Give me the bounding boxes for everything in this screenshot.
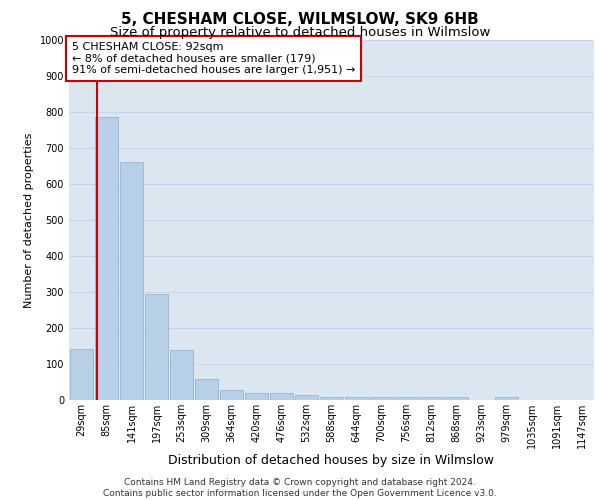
Bar bbox=[344, 397, 368, 400]
Text: 5, CHESHAM CLOSE, WILMSLOW, SK9 6HB: 5, CHESHAM CLOSE, WILMSLOW, SK9 6HB bbox=[121, 12, 479, 28]
Text: 5 CHESHAM CLOSE: 92sqm
← 8% of detached houses are smaller (179)
91% of semi-det: 5 CHESHAM CLOSE: 92sqm ← 8% of detached … bbox=[71, 42, 355, 75]
Bar bbox=[395, 397, 418, 400]
Text: Contains HM Land Registry data © Crown copyright and database right 2024.
Contai: Contains HM Land Registry data © Crown c… bbox=[103, 478, 497, 498]
Y-axis label: Number of detached properties: Number of detached properties bbox=[24, 132, 34, 308]
Bar bbox=[295, 395, 319, 400]
Bar bbox=[95, 118, 118, 400]
X-axis label: Distribution of detached houses by size in Wilmslow: Distribution of detached houses by size … bbox=[169, 454, 494, 466]
Bar bbox=[194, 380, 218, 400]
Bar bbox=[220, 390, 244, 400]
Bar bbox=[119, 162, 143, 400]
Bar bbox=[269, 393, 293, 400]
Bar bbox=[494, 397, 518, 400]
Bar bbox=[245, 393, 268, 400]
Bar bbox=[370, 397, 394, 400]
Bar bbox=[320, 397, 343, 400]
Bar bbox=[70, 348, 94, 400]
Bar bbox=[445, 397, 469, 400]
Text: Size of property relative to detached houses in Wilmslow: Size of property relative to detached ho… bbox=[110, 26, 490, 39]
Bar bbox=[419, 397, 443, 400]
Bar bbox=[145, 294, 169, 400]
Bar bbox=[170, 350, 193, 400]
